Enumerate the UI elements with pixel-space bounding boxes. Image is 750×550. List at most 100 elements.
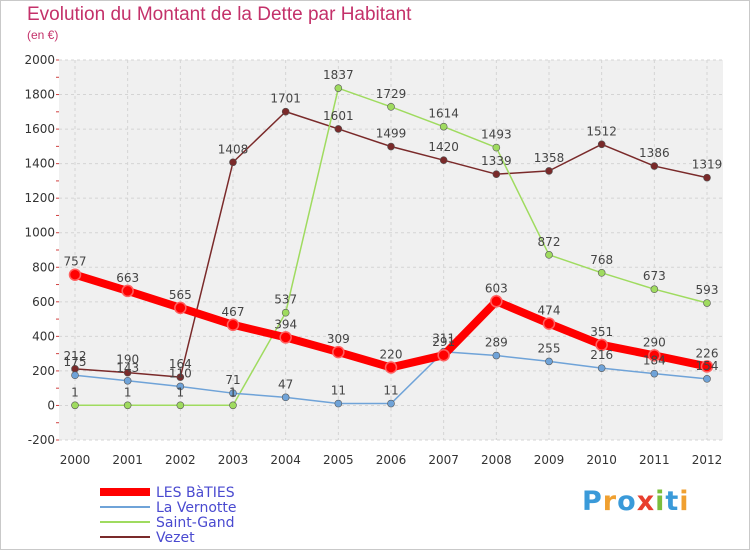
x-tick-label: 2003 (218, 453, 249, 467)
data-label: 309 (327, 332, 350, 346)
data-label: 220 (380, 347, 403, 361)
data-label: 190 (116, 353, 139, 367)
data-point (387, 399, 395, 408)
data-point (121, 284, 134, 298)
data-point (650, 162, 659, 170)
x-tick-label: 2011 (639, 453, 670, 467)
y-tick-label: 0 (47, 398, 55, 412)
data-label: 1420 (428, 140, 459, 154)
data-label: 184 (643, 354, 666, 368)
y-tick-label: -200 (28, 433, 55, 447)
data-point (492, 143, 501, 152)
x-tick-label: 2005 (323, 453, 354, 467)
data-label: 351 (590, 325, 613, 339)
x-tick-label: 2007 (428, 453, 459, 467)
data-label: 757 (64, 255, 87, 269)
data-label: 1 (177, 385, 185, 399)
chart-title: Evolution du Montant de la Dette par Hab… (27, 4, 412, 25)
data-point (279, 331, 292, 344)
data-label: 290 (643, 335, 666, 349)
y-tick-label: 200 (32, 364, 55, 378)
y-tick-label: 1200 (24, 191, 55, 205)
logo-letter: r (602, 486, 618, 517)
logo-letter: P (582, 486, 603, 517)
data-label: 1512 (586, 124, 617, 138)
data-label: 71 (225, 373, 240, 387)
data-label: 1493 (481, 128, 512, 142)
data-label: 537 (274, 293, 297, 307)
data-point (597, 268, 606, 277)
legend-label: Vezet (156, 530, 195, 546)
data-label: 1339 (481, 154, 512, 168)
x-tick-label: 2006 (376, 453, 407, 467)
data-label: 1408 (218, 142, 249, 156)
data-point (334, 125, 343, 133)
data-label: 1601 (323, 109, 354, 123)
x-tick-label: 2008 (481, 453, 512, 467)
x-tick-label: 2000 (60, 453, 91, 467)
data-point (384, 361, 398, 374)
data-point (176, 401, 185, 410)
y-tick-label: 1600 (24, 122, 55, 136)
data-point (176, 382, 185, 391)
x-tick-label: 2009 (534, 453, 565, 467)
data-point (68, 268, 82, 281)
data-label: 255 (538, 341, 561, 355)
logo-letter: o (617, 486, 637, 517)
chart-subtitle: (en €) (27, 28, 59, 42)
data-point (703, 375, 711, 383)
data-point (123, 401, 132, 410)
data-point (648, 349, 661, 362)
x-tick-label: 2001 (112, 453, 143, 467)
data-label: 872 (538, 235, 561, 249)
data-label: 1319 (692, 158, 723, 172)
data-point (545, 167, 553, 175)
y-tick-label: 2000 (24, 53, 55, 67)
data-label: 164 (169, 357, 192, 371)
data-label: 467 (222, 305, 245, 319)
data-point (545, 357, 553, 366)
data-point (229, 158, 237, 167)
data-label: 110 (169, 366, 192, 380)
data-label: 673 (643, 269, 666, 283)
data-point (542, 317, 556, 330)
data-point (174, 301, 187, 315)
data-point (332, 345, 345, 359)
data-label: 1837 (323, 68, 354, 82)
data-label: 394 (274, 317, 297, 331)
data-point (123, 376, 132, 385)
data-point (226, 318, 240, 332)
data-point (334, 84, 343, 92)
data-point (123, 368, 132, 377)
data-label: 603 (485, 281, 508, 295)
data-point (439, 122, 448, 131)
data-point (650, 285, 659, 294)
data-point (387, 142, 395, 151)
data-point (597, 140, 606, 149)
legend-label: La Vernotte (156, 500, 236, 516)
data-point (176, 373, 185, 381)
data-point (437, 348, 450, 362)
data-label: 1701 (270, 92, 301, 106)
x-tick-label: 2012 (692, 453, 723, 467)
data-point (439, 156, 448, 164)
logo-letter: i (679, 486, 690, 517)
data-label: 143 (116, 361, 139, 375)
data-point (545, 251, 553, 259)
data-point (492, 170, 501, 178)
data-label: 289 (485, 336, 508, 350)
data-label: 1 (229, 385, 237, 399)
data-point (71, 401, 79, 410)
data-label: 768 (590, 253, 613, 267)
data-point (387, 103, 395, 111)
data-point (700, 360, 714, 373)
data-label: 226 (696, 346, 719, 360)
y-tick-label: 400 (32, 329, 55, 343)
data-label: 154 (696, 359, 719, 373)
y-tick-label: 1800 (24, 88, 55, 102)
data-point (703, 299, 711, 307)
y-tick-label: 1000 (24, 226, 55, 240)
data-label: 663 (116, 271, 139, 285)
data-point (703, 173, 711, 182)
